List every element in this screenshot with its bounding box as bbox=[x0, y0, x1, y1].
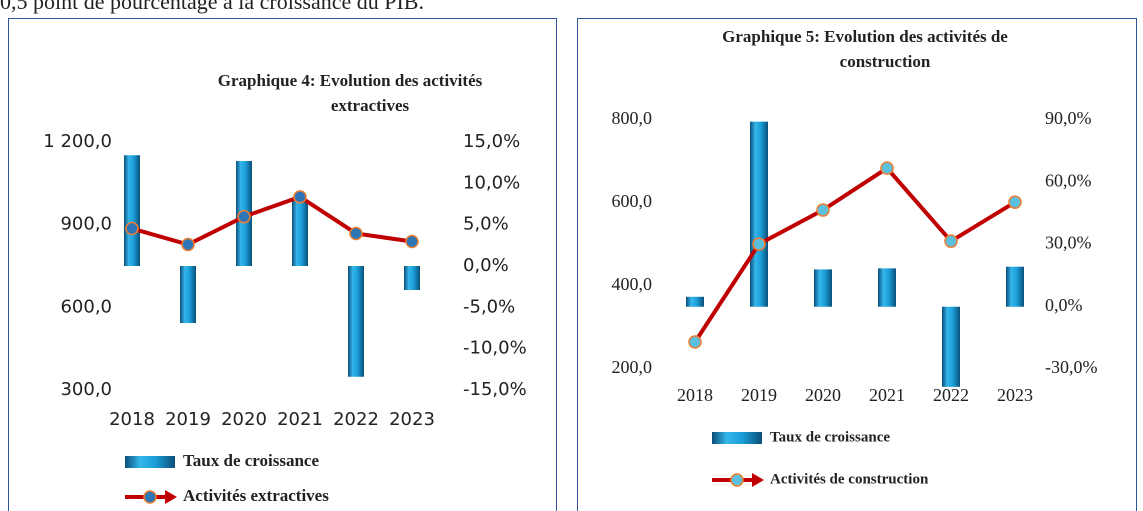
line-marker bbox=[880, 161, 894, 175]
bar bbox=[750, 121, 768, 307]
x-tick-label: 2018 bbox=[677, 385, 713, 405]
bar bbox=[124, 155, 140, 266]
y2-tick-label: -30,0% bbox=[1045, 357, 1098, 377]
bar bbox=[814, 269, 832, 307]
line-marker bbox=[816, 203, 830, 217]
y2-tick-label: 15,0% bbox=[463, 131, 520, 152]
chart-title: extractives bbox=[331, 96, 410, 115]
legend-arrow bbox=[165, 490, 177, 504]
legend-label: Activités extractives bbox=[183, 486, 329, 505]
legend-label: Taux de croissance bbox=[770, 429, 890, 445]
legend-label: Activités de construction bbox=[770, 471, 929, 487]
x-tick-label: 2023 bbox=[997, 385, 1033, 405]
y2-tick-label: 30,0% bbox=[1045, 233, 1092, 253]
line-marker bbox=[1008, 195, 1022, 209]
y-tick-label: 200,0 bbox=[612, 357, 653, 377]
x-tick-label: 2019 bbox=[741, 385, 777, 405]
chart-title: Graphique 4: Evolution des activités bbox=[218, 71, 483, 90]
x-tick-label: 2021 bbox=[869, 385, 905, 405]
line bbox=[131, 194, 413, 247]
line-marker bbox=[405, 234, 419, 249]
bar bbox=[180, 266, 196, 324]
legend-arrow bbox=[752, 473, 764, 487]
x-tick-label: 2020 bbox=[805, 385, 841, 405]
y-tick-label: 600,0 bbox=[612, 191, 653, 211]
y2-tick-label: -5,0% bbox=[463, 296, 515, 317]
x-tick-label: 2022 bbox=[333, 409, 379, 430]
line-marker bbox=[237, 209, 251, 224]
bar bbox=[942, 306, 960, 387]
line bbox=[693, 165, 1017, 344]
y2-tick-label: 10,0% bbox=[463, 172, 520, 193]
line-marker bbox=[688, 335, 702, 349]
y-tick-label: 1 200,0 bbox=[43, 131, 112, 152]
chart-title: construction bbox=[840, 52, 931, 71]
bar bbox=[292, 199, 308, 266]
x-tick-label: 2022 bbox=[933, 385, 969, 405]
y-tick-label: 400,0 bbox=[612, 274, 653, 294]
legend-marker bbox=[730, 473, 744, 487]
y2-tick-label: -15,0% bbox=[463, 379, 527, 400]
bar bbox=[1006, 266, 1024, 307]
bar bbox=[348, 266, 364, 377]
bar bbox=[404, 266, 420, 290]
line-marker bbox=[349, 226, 363, 241]
y-tick-label: 300,0 bbox=[60, 379, 112, 400]
x-tick-label: 2020 bbox=[221, 409, 267, 430]
line-marker bbox=[125, 221, 139, 236]
y2-tick-label: 90,0% bbox=[1045, 108, 1092, 128]
y2-tick-label: 5,0% bbox=[463, 214, 509, 235]
line-marker bbox=[752, 237, 766, 251]
x-tick-label: 2018 bbox=[109, 409, 155, 430]
line-marker bbox=[293, 190, 307, 204]
legend-swatch bbox=[125, 456, 175, 468]
x-tick-label: 2023 bbox=[389, 409, 435, 430]
y-tick-label: 900,0 bbox=[60, 214, 112, 235]
legend-label: Taux de croissance bbox=[183, 451, 319, 470]
y2-tick-label: -10,0% bbox=[463, 338, 527, 359]
y2-tick-label: 0,0% bbox=[1045, 295, 1083, 315]
y-tick-label: 800,0 bbox=[612, 108, 653, 128]
bar bbox=[878, 268, 896, 307]
chart-frame bbox=[577, 18, 1137, 511]
legend-marker bbox=[143, 490, 157, 504]
x-tick-label: 2019 bbox=[165, 409, 211, 430]
line-marker bbox=[944, 234, 958, 248]
x-tick-label: 2021 bbox=[277, 409, 323, 430]
line-marker bbox=[181, 237, 195, 252]
chart-frame bbox=[8, 18, 557, 511]
chart-title: Graphique 5: Evolution des activités de bbox=[722, 27, 1008, 46]
bar bbox=[686, 296, 704, 307]
legend-swatch bbox=[712, 432, 762, 444]
header-text: 0,5 point de pourcentage à la croissance… bbox=[0, 0, 424, 14]
y2-tick-label: 60,0% bbox=[1045, 170, 1092, 190]
y-tick-label: 600,0 bbox=[60, 296, 112, 317]
y2-tick-label: 0,0% bbox=[463, 255, 509, 276]
